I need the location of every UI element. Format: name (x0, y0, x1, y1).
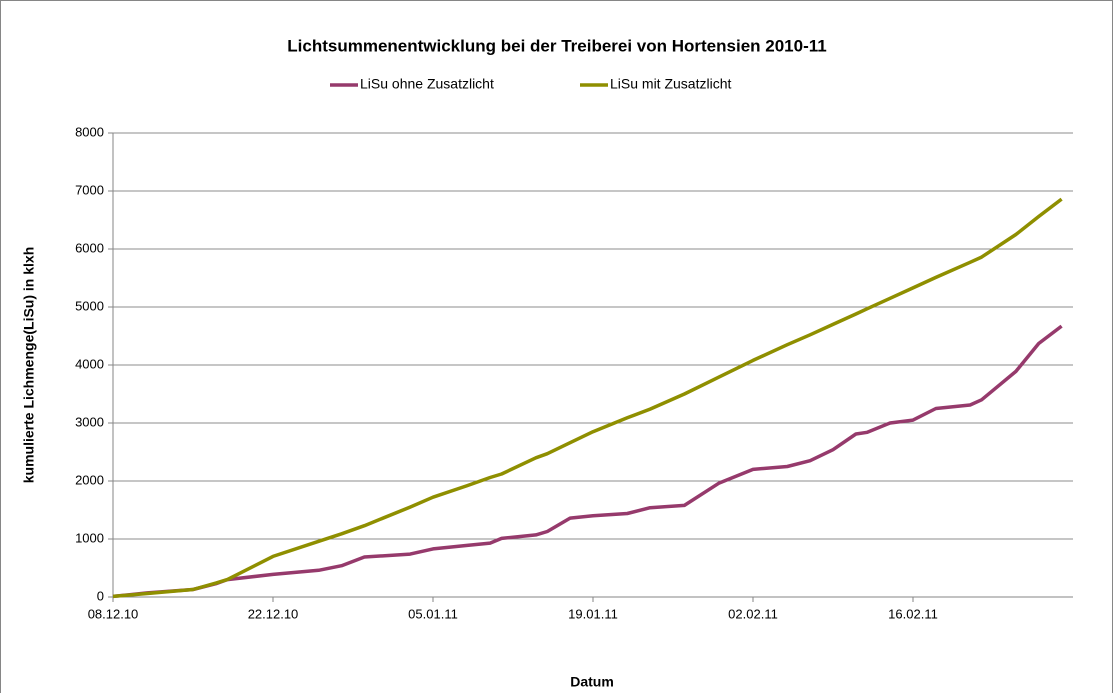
y-tick-label: 7000 (75, 182, 104, 197)
y-tick-label: 0 (97, 588, 104, 603)
x-tick-label: 02.02.11 (728, 606, 778, 621)
y-tick-label: 3000 (75, 414, 104, 429)
y-tick-label: 8000 (75, 124, 104, 139)
x-tick-label: 19.01.11 (568, 606, 618, 621)
x-tick-label: 16.02.11 (888, 606, 938, 621)
y-tick-label: 6000 (75, 240, 104, 255)
legend-label: LiSu ohne Zusatzlicht (360, 76, 494, 92)
x-tick-label: 08.12.10 (88, 606, 139, 621)
x-tick-label: 22.12.10 (248, 606, 299, 621)
data-line (112, 197, 1063, 599)
x-axis-label: Datum (570, 674, 614, 690)
y-tick-label: 5000 (75, 298, 104, 313)
y-tick-label: 2000 (75, 472, 104, 487)
y-tick-label: 1000 (75, 530, 104, 545)
y-tick-label: 4000 (75, 356, 104, 371)
data-line (112, 324, 1063, 599)
chart-title: Lichtsummenentwicklung bei der Treiberei… (287, 36, 826, 55)
y-axis-label: kumulierte Lichmenge(LiSu) in klxh (21, 247, 37, 483)
x-tick-label: 05.01.11 (408, 606, 458, 621)
legend-label: LiSu mit Zusatzlicht (610, 76, 731, 92)
